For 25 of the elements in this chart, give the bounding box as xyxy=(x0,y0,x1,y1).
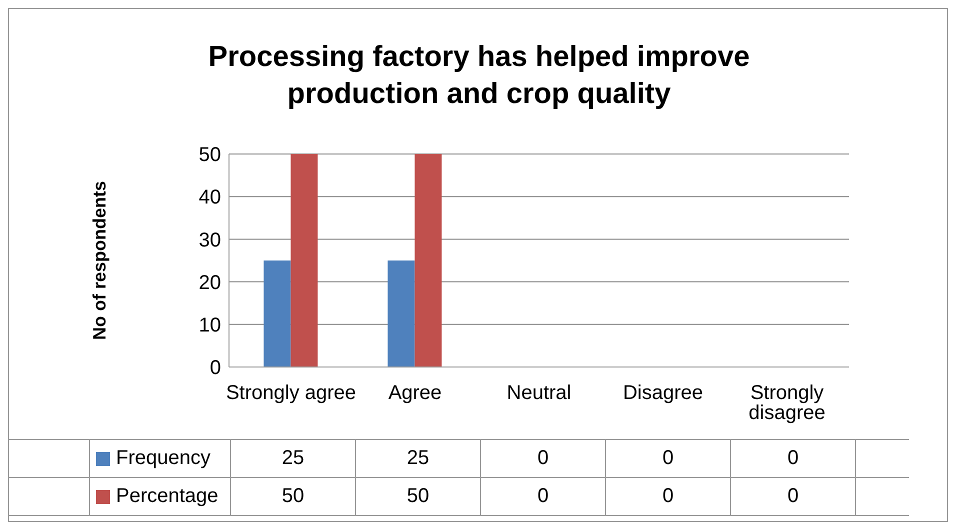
x-tick-label: Neutral xyxy=(506,382,572,404)
y-tick-label: 50 xyxy=(198,144,221,166)
x-tick-label: Strongly agree xyxy=(226,382,356,404)
data-label: 25 xyxy=(231,440,356,477)
legend-label: Percentage xyxy=(116,485,218,508)
data-label: 0 xyxy=(731,478,856,515)
data-label: 0 xyxy=(731,440,856,477)
chart-title: Processing factory has helped improve production and crop quality xyxy=(207,40,751,112)
x-tick-label: Disagree xyxy=(622,382,704,404)
data-label: 0 xyxy=(481,440,606,477)
y-tick-label: 30 xyxy=(198,229,221,252)
y-tick-label: 40 xyxy=(198,186,221,209)
data-label: 50 xyxy=(356,478,481,515)
data-label: 50 xyxy=(231,478,356,515)
legend-label: Frequency xyxy=(116,447,210,470)
data-label: 25 xyxy=(356,440,481,477)
data-label: 0 xyxy=(481,478,606,515)
x-tick-label: Agree xyxy=(388,382,442,404)
data-label: 0 xyxy=(606,440,731,477)
x-tick-label: Strongly disagree xyxy=(748,382,826,424)
y-axis-title: No of respondents xyxy=(89,180,110,340)
y-tick-label: 0 xyxy=(210,357,221,380)
y-tick-label: 20 xyxy=(198,272,221,294)
y-tick-label: 10 xyxy=(198,314,221,336)
data-label: 0 xyxy=(606,478,731,515)
